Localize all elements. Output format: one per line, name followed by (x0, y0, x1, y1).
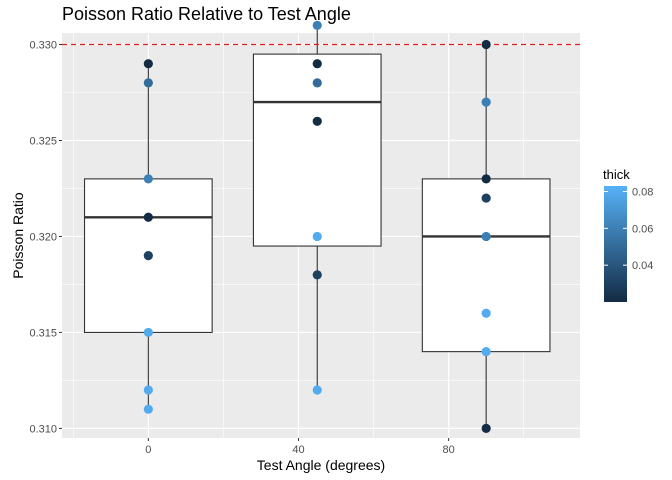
data-point (312, 270, 322, 280)
data-point (481, 308, 491, 318)
data-point (143, 251, 153, 261)
data-point (143, 174, 153, 184)
y-tick-label: 0.315 (29, 327, 57, 339)
legend-tick-label: 0.08 (632, 187, 653, 199)
y-tick-label: 0.310 (29, 423, 57, 435)
data-point (143, 327, 153, 338)
data-point (312, 59, 322, 69)
data-point (481, 174, 491, 184)
y-axis-title: Poisson Ratio (10, 192, 26, 279)
data-point (143, 385, 153, 395)
legend-ticks: 0.04 0.06 0.08 (604, 187, 653, 272)
data-point (312, 20, 322, 30)
data-point (312, 231, 322, 242)
legend-colorbar (604, 186, 627, 302)
data-point (481, 231, 491, 242)
boxplot-angle-0 (83, 63, 213, 410)
x-tick-label: 40 (292, 444, 304, 456)
data-points (143, 20, 491, 434)
data-point (143, 59, 153, 69)
data-point (481, 347, 491, 357)
y-tick-label: 0.325 (29, 135, 57, 147)
y-tick-label: 0.330 (29, 40, 57, 52)
legend-title: thick (603, 167, 630, 182)
data-point (481, 193, 491, 203)
data-point (143, 404, 153, 414)
legend-tick-label: 0.04 (632, 260, 653, 272)
data-point (143, 212, 153, 222)
data-point (481, 97, 491, 107)
data-point (481, 39, 491, 50)
y-axis-ticks: 0.310 0.315 0.320 0.325 0.330 (29, 40, 62, 435)
box-iqr (421, 178, 551, 353)
data-point (481, 423, 491, 434)
legend: thick 0.04 0.06 0.08 (603, 167, 653, 302)
x-axis-ticks: 0 40 80 (145, 438, 455, 456)
data-point (143, 78, 153, 88)
chart-title: Poisson Ratio Relative to Test Angle (62, 4, 351, 24)
y-tick-label: 0.320 (29, 231, 57, 243)
data-point (312, 385, 322, 395)
x-tick-label: 0 (145, 444, 151, 456)
x-tick-label: 80 (442, 444, 454, 456)
boxplot-angle-90 (421, 44, 551, 429)
x-axis-title: Test Angle (degrees) (257, 457, 385, 473)
legend-tick-label: 0.06 (632, 223, 653, 235)
data-point (312, 78, 322, 88)
data-point (312, 116, 322, 126)
